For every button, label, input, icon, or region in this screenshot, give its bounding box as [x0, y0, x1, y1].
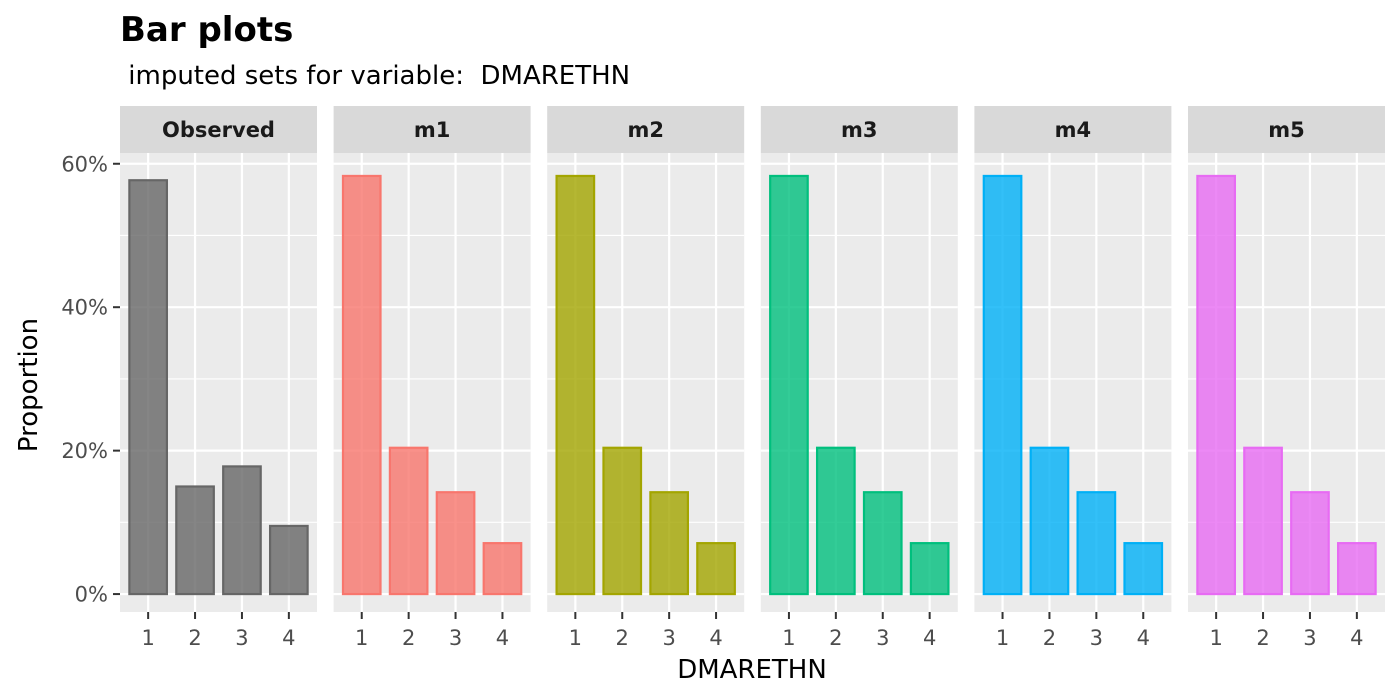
bar-m4-3 [1076, 491, 1117, 596]
bar-m1-1 [341, 174, 382, 596]
x-axis-title: DMARETHN [677, 655, 827, 685]
x-tick-label: 4 [1350, 626, 1363, 650]
bar-m5-1 [1196, 174, 1237, 596]
facet-strip [1188, 106, 1385, 153]
x-tick-label: 2 [1043, 626, 1056, 650]
facet-panel-m4: m4 1 2 3 4 [974, 106, 1172, 650]
facet-strip-label: m1 [414, 118, 451, 142]
bar-m4-2 [1029, 446, 1070, 596]
bar-m3-3 [862, 491, 903, 596]
facet-strip [974, 106, 1172, 153]
bar-observed-3 [222, 465, 262, 596]
bar-m3-4 [909, 542, 950, 596]
facet-panel-m2: m2 1 2 3 4 [547, 106, 745, 650]
x-tick-label: 3 [449, 626, 462, 650]
y-tick-label: 0% [75, 583, 108, 607]
chart-title: Bar plots [120, 10, 293, 50]
x-tick-label: 4 [709, 626, 722, 650]
facet-strip [120, 106, 317, 153]
facet-strip-label: m2 [627, 118, 664, 142]
y-axis-title: Proportion [14, 318, 44, 452]
y-tick-label: 40% [61, 296, 108, 320]
facet-strip-label: m5 [1268, 118, 1305, 142]
chart-subtitle: imputed sets for variable: DMARETHN [120, 61, 630, 91]
y-axis: 0% 20% 40% 60% [61, 152, 120, 607]
x-tick-label: 3 [876, 626, 889, 650]
x-tick-label: 2 [616, 626, 629, 650]
bar-m5-2 [1243, 446, 1283, 596]
bar-m3-1 [769, 174, 809, 596]
bar-observed-2 [175, 485, 215, 596]
x-tick-label: 2 [188, 626, 201, 650]
facet-panel-m1: m1 1 2 3 4 [333, 106, 531, 650]
x-tick-label: 1 [782, 626, 795, 650]
facet-strip [760, 106, 958, 153]
bar-m3-2 [815, 446, 856, 596]
x-tick-label: 2 [829, 626, 842, 650]
facet-panel-m3: m3 1 2 3 4 [760, 106, 958, 650]
x-tick-label: 3 [235, 626, 248, 650]
bar-observed-4 [268, 524, 309, 596]
x-tick-label: 3 [1303, 626, 1316, 650]
bar-m2-2 [602, 446, 643, 596]
bar-m1-4 [482, 542, 523, 596]
bar-m4-1 [982, 174, 1023, 596]
x-tick-label: 4 [282, 626, 295, 650]
x-tick-label: 2 [402, 626, 415, 650]
x-tick-label: 1 [569, 626, 582, 650]
bar-m5-3 [1290, 491, 1330, 596]
bar-m2-3 [649, 491, 690, 596]
facet-panel-m5: m5 1 2 3 4 [1188, 106, 1385, 650]
y-tick-label: 60% [61, 152, 108, 176]
bar-m5-4 [1336, 542, 1377, 596]
facet-panel-observed: Observed 1 2 3 4 [120, 106, 317, 650]
facet-strip-label: m4 [1055, 118, 1092, 142]
x-tick-label: 1 [141, 626, 154, 650]
facet-strip-label: Observed [162, 118, 275, 142]
bar-m4-4 [1123, 542, 1164, 596]
x-tick-label: 1 [1209, 626, 1222, 650]
x-tick-label: 1 [355, 626, 368, 650]
facet-strip [547, 106, 745, 153]
facet-panels: Observed 1 2 3 4 m1 1 2 3 4 m2 1 2 3 4 m3 1 2 3 4 m4 1 2 3 4 m5 1 2… [120, 106, 1385, 650]
x-tick-label: 1 [996, 626, 1009, 650]
bar-m1-2 [388, 446, 429, 596]
bar-m2-4 [696, 542, 736, 596]
x-tick-label: 4 [1137, 626, 1150, 650]
x-tick-label: 3 [1090, 626, 1103, 650]
bar-m1-3 [435, 491, 476, 596]
x-tick-label: 3 [662, 626, 675, 650]
x-tick-label: 4 [923, 626, 936, 650]
x-tick-label: 4 [496, 626, 509, 650]
x-tick-label: 2 [1256, 626, 1269, 650]
bar-m2-1 [555, 174, 596, 596]
facet-strip [333, 106, 531, 153]
bar-observed-1 [128, 179, 169, 596]
y-tick-label: 20% [61, 439, 108, 463]
facet-strip-label: m3 [841, 118, 878, 142]
